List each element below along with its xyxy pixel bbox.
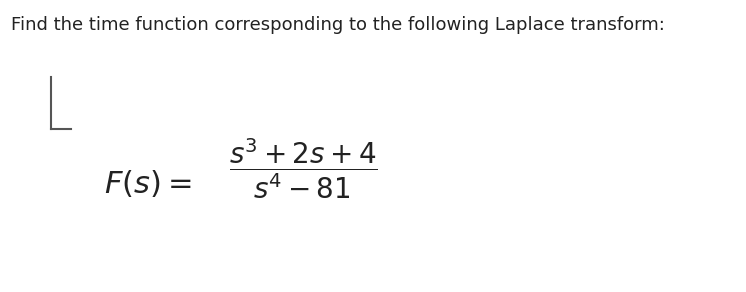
Text: Find the time function corresponding to the following Laplace transform:: Find the time function corresponding to …: [11, 16, 665, 34]
Text: $F(s)=$: $F(s)=$: [104, 168, 191, 199]
Text: $\dfrac{s^3 + 2s + 4}{s^4 - 81}$: $\dfrac{s^3 + 2s + 4}{s^4 - 81}$: [229, 137, 377, 201]
